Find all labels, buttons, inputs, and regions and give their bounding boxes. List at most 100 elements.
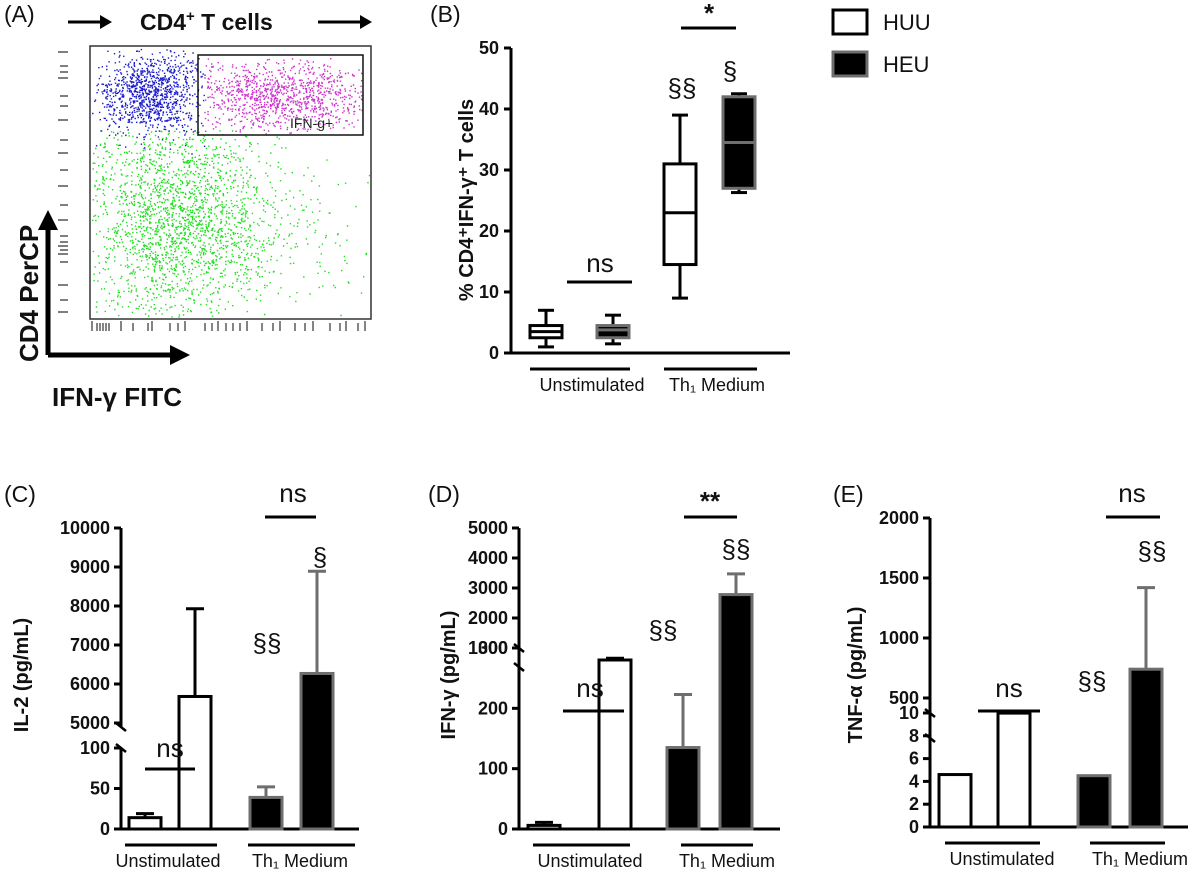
d-group-label: Unstimulated	[537, 851, 642, 871]
panel-c: (C) 0 50 100 5000 6000 7000 8000 9000 10000 IL-2 …	[4, 478, 359, 871]
d-bar-rect	[665, 746, 701, 831]
e-y-tick-label: 500	[889, 688, 919, 708]
e-bar-rect	[1128, 667, 1164, 829]
b-y-tick-label: 40	[479, 99, 499, 119]
d-bar-rect	[597, 658, 633, 831]
e-sig-text: ns	[995, 673, 1022, 703]
legend-item-heu: HEU	[831, 50, 929, 78]
b-box-huu-1	[528, 308, 564, 349]
c-bar-rect	[127, 816, 163, 831]
e-y-tick-label: 6	[909, 749, 919, 769]
legend-swatch-heu	[831, 50, 869, 78]
c-group-labels: Unstimulated Th₁ Medium	[115, 843, 355, 871]
e-group-labels: Unstimulated Th₁ Medium	[945, 841, 1188, 869]
d-significance: ns**§§§§	[563, 486, 751, 713]
panel-e-label: (E)	[833, 481, 864, 507]
d-group-label: Th₁ Medium	[679, 851, 775, 871]
d-bar-rect	[526, 823, 562, 831]
b-box-heu-2	[721, 92, 757, 195]
c-bar-rect	[248, 795, 284, 831]
b-box-rect	[662, 162, 698, 267]
b-box-huu-2	[662, 113, 698, 300]
c-bar-heu-2	[299, 569, 335, 831]
c-bar-rect	[177, 694, 213, 831]
panel-a-title-arrow-right	[318, 15, 372, 29]
flow-plot-frame	[89, 45, 372, 320]
flow-axis-tick-marks	[58, 51, 366, 331]
d-bar-huu-1	[526, 820, 562, 831]
d-y-tick-label: 300	[478, 638, 508, 658]
e-bar-heu-1	[1076, 774, 1112, 829]
flow-x-label: IFN-γ FITC	[52, 382, 182, 412]
flow-y-arrow	[38, 210, 58, 355]
b-group-labels: Unstimulated Th₁ Medium	[530, 367, 765, 395]
b-sig-text: ns	[586, 248, 613, 278]
legend-label-huu: HUU	[883, 10, 931, 35]
e-y-tick-label: 1500	[879, 568, 919, 588]
c-y-tick-label: 100	[80, 738, 110, 758]
e-y-tick-label: 1000	[879, 628, 919, 648]
e-group-label: Th₁ Medium	[1092, 849, 1188, 869]
b-box-rect	[595, 324, 631, 340]
flow-x-arrow	[48, 345, 190, 365]
e-bar-huu-1	[937, 773, 973, 829]
c-bar-huu-1	[127, 812, 163, 831]
e-y-tick-label: 8	[909, 726, 919, 746]
b-sig-huu: §§	[668, 73, 697, 103]
panel-a: (A) CD4+ T cells IFN-g+ IFN-γ FITC CD4 P…	[4, 1, 372, 412]
e-bar-heu-2	[1128, 586, 1164, 829]
b-y-tick-label: 50	[479, 38, 499, 58]
legend-item-huu: HUU	[831, 8, 931, 36]
d-y-tick-label: 100	[478, 759, 508, 779]
c-y-tick-label: 6000	[70, 674, 110, 694]
d-y-tick-label: 0	[498, 819, 508, 839]
b-box-heu-1	[595, 313, 631, 346]
c-sig-huu: §§	[253, 628, 282, 658]
d-bar-rect	[718, 593, 754, 831]
legend: HUU HEU	[831, 8, 931, 78]
c-y-tick-label: 50	[90, 779, 110, 799]
d-bar-huu-2	[597, 656, 633, 831]
c-y-axis-label: IL-2 (pg/mL)	[11, 618, 33, 732]
e-bar-huu-2	[996, 711, 1032, 829]
c-group-label: Unstimulated	[115, 851, 220, 871]
d-y-tick-label: 4000	[468, 548, 508, 568]
d-axis-break-mark	[513, 662, 525, 672]
b-sig-heu: §	[723, 56, 737, 86]
c-bar-rect	[299, 671, 335, 831]
d-y-tick-label: 200	[478, 698, 508, 718]
flow-scatter-plot	[92, 48, 371, 318]
d-sig-huu: §§	[649, 615, 678, 645]
e-bar-rect	[1076, 774, 1112, 829]
c-y-tick-label: 5000	[70, 713, 110, 733]
c-bar-heu-1	[248, 785, 284, 831]
panel-d-label: (D)	[428, 481, 460, 507]
cd4-positive-events	[92, 48, 206, 155]
c-sig-text: ns	[156, 733, 183, 763]
e-bar-rect	[937, 773, 973, 829]
e-group-label: Unstimulated	[949, 849, 1054, 869]
panel-a-title: CD4+ T cells	[140, 8, 273, 35]
panel-b: (B) 0 10 20 30 40 50 % CD4⁺IFN-γ⁺ T cells Unsti…	[430, 0, 790, 395]
legend-swatch-huu	[831, 8, 869, 36]
e-sig-text: ns	[1118, 478, 1145, 508]
d-y-tick-label: 5000	[468, 518, 508, 538]
b-y-tick-label: 10	[479, 282, 499, 302]
ifng-positive-events	[204, 58, 363, 134]
d-sig-heu: §§	[722, 534, 751, 564]
d-group-labels: Unstimulated Th₁ Medium	[533, 843, 775, 871]
c-group-label: Th₁ Medium	[252, 851, 348, 871]
b-sig-text: *	[704, 0, 715, 28]
e-sig-huu: §§	[1078, 666, 1107, 696]
b-y-tick-label: 30	[479, 160, 499, 180]
d-bar-heu-2	[718, 572, 754, 831]
b-y-tick-label: 0	[489, 343, 499, 363]
c-bar-huu-2	[177, 607, 213, 831]
b-group-label: Th₁ Medium	[669, 375, 765, 395]
d-bar-heu-1	[665, 692, 701, 831]
ifng-gate	[197, 54, 364, 136]
b-y-tick-label: 20	[479, 221, 499, 241]
